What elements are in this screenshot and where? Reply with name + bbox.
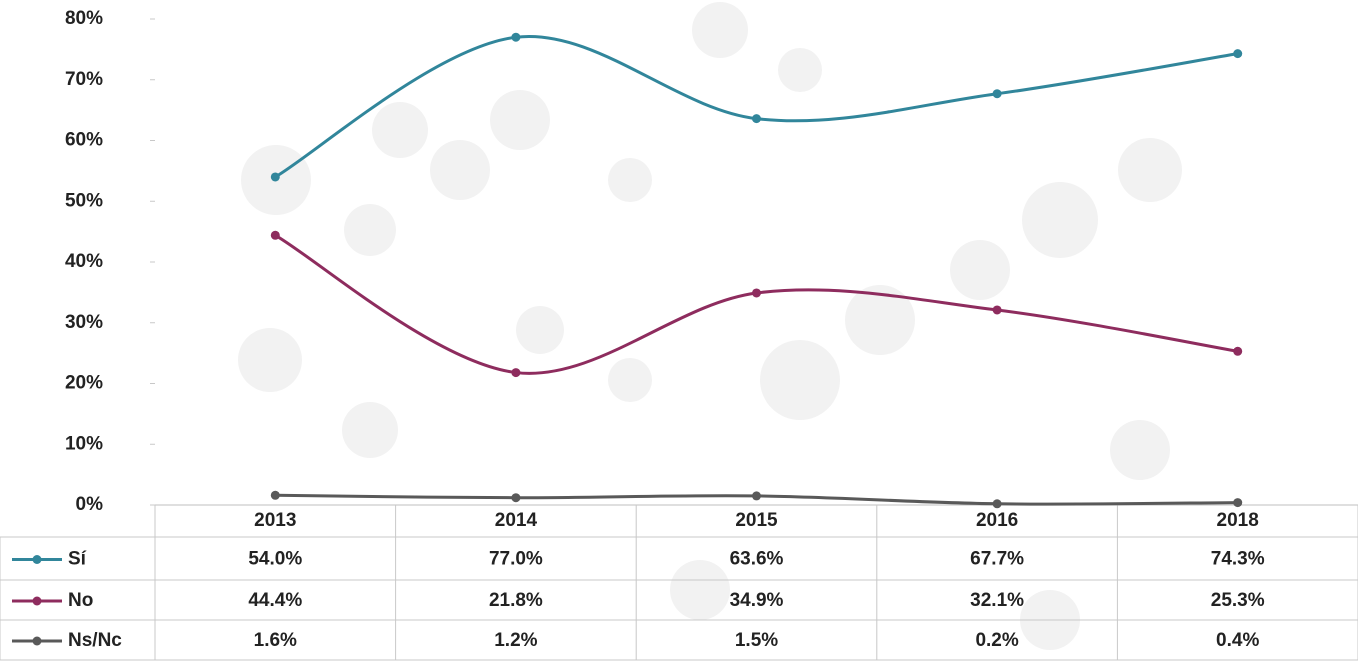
x-tick-label: 2013: [254, 510, 296, 531]
data-label: 77.0%: [489, 549, 543, 570]
data-label: 21.8%: [489, 590, 543, 611]
marker: [992, 499, 1002, 509]
y-tick-label: 70%: [65, 69, 103, 90]
legend-label: No: [68, 590, 93, 611]
y-tick-label: 80%: [65, 8, 103, 29]
legend-key-marker: [32, 596, 42, 606]
data-label: 0.4%: [1216, 630, 1259, 651]
y-tick-label: 0%: [76, 494, 104, 515]
marker: [270, 490, 280, 500]
marker: [511, 493, 521, 503]
marker: [752, 491, 761, 501]
data-label: 74.3%: [1211, 549, 1265, 570]
data-label: 34.9%: [730, 590, 784, 611]
marker: [511, 368, 521, 378]
data-label: 63.6%: [730, 549, 784, 570]
marker: [1233, 49, 1243, 59]
data-label: 1.2%: [494, 630, 537, 651]
marker: [511, 32, 521, 42]
y-tick-label: 60%: [65, 130, 103, 151]
marker: [752, 288, 761, 298]
marker: [270, 230, 280, 240]
y-tick-label: 30%: [65, 312, 103, 333]
marker: [992, 305, 1002, 315]
marker: [992, 89, 1002, 99]
x-tick-label: 2018: [1217, 510, 1259, 531]
y-tick-label: 40%: [65, 251, 103, 272]
data-label: 44.4%: [248, 590, 302, 611]
y-tick-label: 20%: [65, 373, 103, 394]
x-tick-label: 2015: [735, 510, 778, 531]
series-line: [274, 34, 1238, 179]
x-tick-label: 2014: [495, 510, 538, 531]
series-line: [274, 233, 1238, 375]
legend-key-marker: [32, 555, 42, 564]
marker: [1233, 498, 1243, 508]
legend-key-marker: [32, 636, 42, 646]
legend-label: Ns/Nc: [68, 630, 122, 651]
y-tick-label: 50%: [65, 190, 103, 211]
background-decor: [238, 2, 1182, 650]
marker: [752, 114, 761, 124]
y-tick-label: 10%: [65, 433, 103, 454]
data-label: 1.6%: [254, 630, 297, 651]
marker: [1233, 346, 1243, 356]
data-label: 54.0%: [248, 549, 302, 570]
data-label: 0.2%: [975, 630, 1018, 651]
marker: [270, 172, 280, 182]
data-label: 1.5%: [735, 630, 778, 651]
data-label: 67.7%: [970, 549, 1024, 570]
data-label: 25.3%: [1211, 590, 1265, 611]
legend-label: Sí: [68, 549, 87, 570]
x-tick-label: 2016: [976, 510, 1018, 531]
data-label: 32.1%: [970, 590, 1024, 611]
